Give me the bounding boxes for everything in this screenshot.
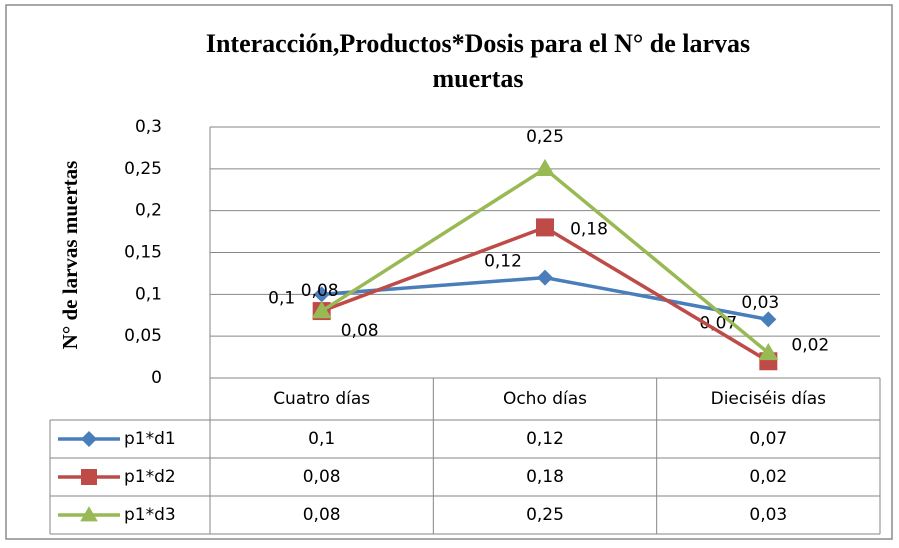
y-tick-label: 0,2: [135, 201, 162, 221]
data-label: 0,08: [341, 321, 379, 341]
table-header: Dieciséis días: [711, 389, 827, 409]
marker: [311, 301, 332, 319]
data-label: 0,1: [268, 288, 295, 308]
table-cell: 0,25: [526, 505, 564, 525]
chart-title: muertas: [433, 64, 524, 93]
marker: [537, 269, 553, 286]
marker: [760, 311, 777, 328]
chart-border: [5, 4, 893, 540]
table-cell: 0,18: [526, 467, 564, 487]
data-label: 0,25: [526, 127, 564, 147]
y-tick-label: 0,3: [135, 117, 162, 137]
legend-label: p1*d1: [124, 429, 176, 449]
marker: [535, 158, 555, 177]
marker: [81, 469, 97, 485]
data-label: 0,02: [791, 335, 829, 355]
legend-label: p1*d3: [124, 505, 176, 525]
marker: [536, 218, 554, 237]
data-label: 0,12: [484, 252, 522, 272]
marker: [80, 506, 98, 522]
table-cell: 0,12: [526, 429, 564, 449]
table-header: Cuatro días: [273, 389, 370, 409]
data-label: 0,18: [570, 219, 608, 239]
legend-label: p1*d2: [124, 467, 176, 487]
y-tick-label: 0,05: [124, 326, 162, 346]
table-cell: 0,08: [303, 505, 341, 525]
table-cell: 0,02: [749, 467, 787, 487]
table-cell: 0,08: [303, 467, 341, 487]
marker: [81, 431, 97, 447]
data-label: 0,03: [741, 293, 779, 313]
table-cell: 0,03: [749, 505, 787, 525]
table-cell: 0,07: [749, 429, 787, 449]
table-header: Ocho días: [503, 389, 587, 409]
y-axis-label: N° de larvas muertas: [58, 161, 82, 350]
chart-title: Interacción,Productos*Dosis para el N° d…: [206, 29, 750, 58]
table-cell: 0,1: [308, 429, 335, 449]
marker: [313, 286, 330, 303]
y-tick-label: 0,1: [135, 284, 162, 304]
data-label: 0,08: [301, 281, 339, 301]
y-tick-label: 0,15: [124, 243, 162, 263]
y-tick-label: 0,25: [124, 159, 162, 179]
marker: [758, 343, 779, 361]
y-tick-label: 0: [151, 368, 162, 388]
